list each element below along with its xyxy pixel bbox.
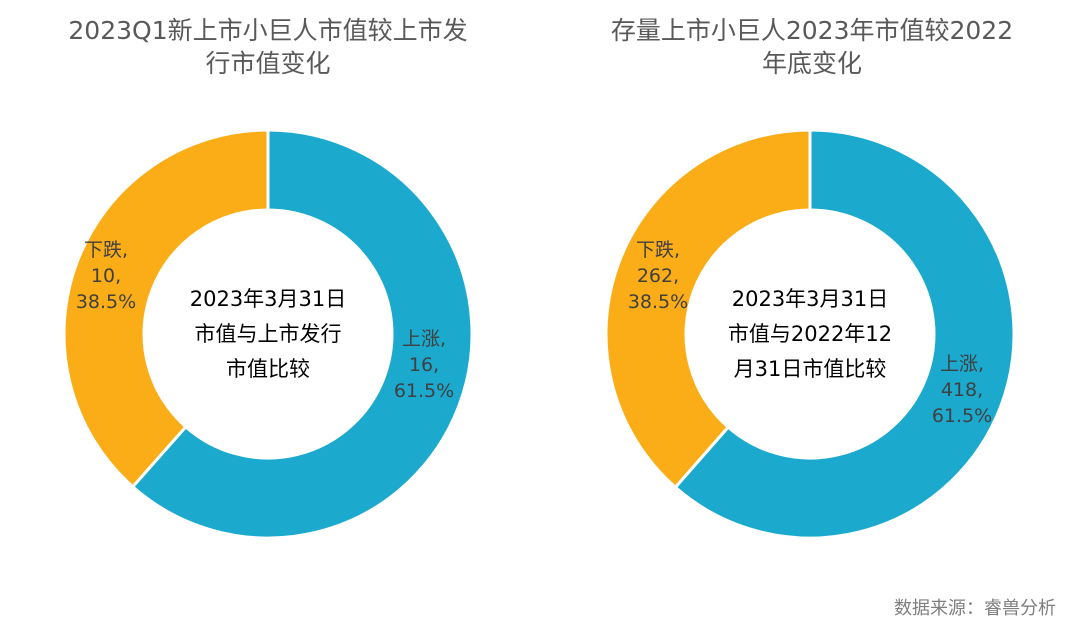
slice-label-line: 10, [91,265,121,287]
donut-center-label: 2023年3月31日市值与上市发行市值比较 [190,287,347,381]
slice-label-line: 262, [637,265,679,287]
donut-center-label: 2023年3月31日市值与2022年12 月31日市值比较 [728,287,892,381]
slice-label-line: 61.5% [394,380,454,402]
center-label-line: 2023年3月31日 [190,287,347,311]
slice-label-line: 下跌, [636,239,680,261]
title-line: 2023Q1新上市小巨人市值较上市发 [68,16,468,45]
slice-label-down: 下跌, 10, 38.5% [76,239,136,313]
slice-label-line: 下跌, [84,239,128,261]
slice-label-up: 上涨, 16, 61.5% [394,328,454,402]
donut-slice-up [673,128,1016,540]
donut-slice-up [130,128,474,540]
chart-title-new-listings: 2023Q1新上市小巨人市值较上市发 行市值变化 [38,14,498,80]
center-label-line: 市值与上市发行 [195,322,342,346]
center-label-line: 2023年3月31日 [732,287,889,311]
donut-chart-existing-listings: 上涨, 418, 61.5% 下跌, 262, 38.5% 2023年3月31日市值与202… [604,128,1016,540]
slice-label-line: 38.5% [76,291,136,313]
source-note: 数据来源：睿兽分析 [894,598,1056,619]
donut-slice-down [604,128,812,490]
center-label-line: 月31日市值比较 [734,357,887,381]
chart-title-existing-listings: 存量上市小巨人2023年市值较2022 年底变化 [582,14,1042,80]
slice-label-up: 上涨, 418, 61.5% [932,353,992,427]
title-line: 年底变化 [761,49,862,78]
center-label-line: 市值与2022年12 [728,322,892,346]
title-line: 行市值变化 [205,49,331,78]
slice-label-line: 38.5% [628,291,688,313]
slice-label-line: 上涨, [940,353,984,375]
donut-chart-new-listings: 上涨, 16, 61.5% 下跌, 10, 38.5% 2023年3月31日市值与上市发行市… [62,128,474,540]
slice-label-line: 61.5% [932,405,992,427]
title-line: 存量上市小巨人2023年市值较2022 [610,16,1014,45]
slice-label-line: 上涨, [402,328,446,350]
slice-label-line: 418, [941,379,983,401]
donut-slice-down [62,128,270,489]
slice-label-down: 下跌, 262, 38.5% [628,239,688,313]
slice-label-line: 16, [409,354,439,376]
center-label-line: 市值比较 [226,357,310,381]
